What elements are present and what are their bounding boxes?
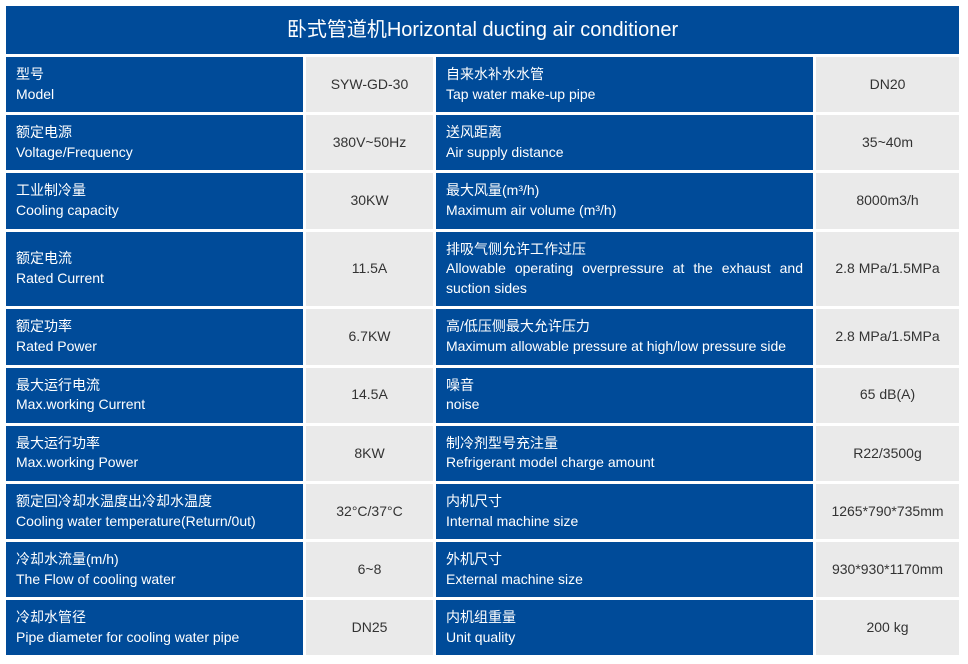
table-row: 工业制冷量 Cooling capacity 30KW 最大风量(m³/h) Maxim…: [6, 173, 962, 231]
label-cn: 工业制冷量: [16, 182, 86, 198]
title-row: 卧式管道机Horizontal ducting air conditioner: [6, 6, 962, 57]
spec-label-left: 冷却水管径 Pipe diameter for cooling water pip…: [6, 600, 306, 658]
spec-value-left: 6~8: [306, 542, 436, 600]
spec-label-right: 内机尺寸 Internal machine size: [436, 484, 816, 542]
label-en: Tap water make-up pipe: [446, 86, 595, 102]
spec-label-left: 型号 Model: [6, 57, 306, 115]
spec-label-left: 额定功率 Rated Power: [6, 309, 306, 367]
label-en: Pipe diameter for cooling water pipe: [16, 629, 239, 645]
label-en: noise: [446, 396, 479, 412]
spec-label-left: 额定电流 Rated Current: [6, 232, 306, 310]
label-cn: 噪音: [446, 377, 474, 393]
spec-value-left: 6.7KW: [306, 309, 436, 367]
label-cn: 内机尺寸: [446, 493, 502, 509]
label-cn: 最大运行功率: [16, 435, 100, 451]
table-row: 额定电源 Voltage/Frequency 380V~50Hz 送风距离 Air su…: [6, 115, 962, 173]
spec-value-left: 14.5A: [306, 368, 436, 426]
label-cn: 额定回冷却水温度出冷却水温度: [16, 493, 212, 509]
label-en: Model: [16, 86, 54, 102]
spec-table: 卧式管道机Horizontal ducting air conditioner …: [6, 6, 962, 658]
spec-value-right: 200 kg: [816, 600, 962, 658]
label-en: Unit quality: [446, 629, 515, 645]
spec-label-right: 排吸气侧允许工作过压 Allowable operating overpress…: [436, 232, 816, 310]
label-cn: 送风距离: [446, 124, 502, 140]
label-cn: 额定功率: [16, 318, 72, 334]
spec-label-right: 送风距离 Air supply distance: [436, 115, 816, 173]
table-row: 额定功率 Rated Power 6.7KW 高/低压侧最大允许压力 Maximum a…: [6, 309, 962, 367]
label-cn: 高/低压侧最大允许压力: [446, 318, 590, 334]
label-cn: 自来水补水水管: [446, 66, 544, 82]
label-en: Max.working Power: [16, 454, 138, 470]
spec-value-left: DN25: [306, 600, 436, 658]
spec-value-right: 65 dB(A): [816, 368, 962, 426]
spec-value-left: 11.5A: [306, 232, 436, 310]
spec-label-left: 额定回冷却水温度出冷却水温度 Cooling water temperature(…: [6, 484, 306, 542]
spec-label-left: 冷却水流量(m/h) The Flow of cooling water: [6, 542, 306, 600]
label-en: Maximum air volume (m³/h): [446, 202, 616, 218]
spec-label-right: 外机尺寸 External machine size: [436, 542, 816, 600]
label-en: Maximum allowable pressure at high/low p…: [446, 338, 786, 354]
spec-value-left: 32°C/37°C: [306, 484, 436, 542]
label-en: Cooling capacity: [16, 202, 119, 218]
table-row: 额定回冷却水温度出冷却水温度 Cooling water temperature(…: [6, 484, 962, 542]
label-en: External machine size: [446, 571, 583, 587]
label-en: Allowable operating overpressure at the …: [446, 260, 803, 296]
label-en: The Flow of cooling water: [16, 571, 176, 587]
label-cn: 制冷剂型号充注量: [446, 435, 558, 451]
label-en: Voltage/Frequency: [16, 144, 133, 160]
spec-value-left: 30KW: [306, 173, 436, 231]
label-en: Internal machine size: [446, 513, 578, 529]
spec-value-right: 35~40m: [816, 115, 962, 173]
label-cn: 最大运行电流: [16, 377, 100, 393]
table-title: 卧式管道机Horizontal ducting air conditioner: [6, 6, 962, 57]
spec-label-left: 工业制冷量 Cooling capacity: [6, 173, 306, 231]
label-en: Rated Current: [16, 270, 104, 286]
spec-value-left: 8KW: [306, 426, 436, 484]
table-row: 型号 Model SYW-GD-30 自来水补水水管 Tap water make-up…: [6, 57, 962, 115]
spec-value-right: 2.8 MPa/1.5MPa: [816, 309, 962, 367]
spec-label-left: 最大运行电流 Max.working Current: [6, 368, 306, 426]
table-row: 额定电流Rated Current11.5A排吸气侧允许工作过压 Allowab…: [6, 232, 962, 310]
label-cn: 额定电流: [16, 250, 72, 266]
label-en: Cooling water temperature(Return/0ut): [16, 513, 256, 529]
label-en: Air supply distance: [446, 144, 564, 160]
spec-value-right: 8000m3/h: [816, 173, 962, 231]
label-cn: 内机组重量: [446, 609, 516, 625]
spec-label-right: 自来水补水水管 Tap water make-up pipe: [436, 57, 816, 115]
label-cn: 外机尺寸: [446, 551, 502, 567]
label-cn: 最大风量(m³/h): [446, 182, 539, 198]
label-cn: 冷却水管径: [16, 609, 86, 625]
spec-value-right: 1265*790*735mm: [816, 484, 962, 542]
spec-label-left: 额定电源 Voltage/Frequency: [6, 115, 306, 173]
label-cn: 额定电源: [16, 124, 72, 140]
spec-value-left: SYW-GD-30: [306, 57, 436, 115]
spec-label-right: 内机组重量 Unit quality: [436, 600, 816, 658]
spec-label-right: 高/低压侧最大允许压力 Maximum allowable pressure at…: [436, 309, 816, 367]
spec-label-left: 最大运行功率 Max.working Power: [6, 426, 306, 484]
label-cn: 型号: [16, 66, 44, 82]
label-en: Rated Power: [16, 338, 97, 354]
spec-value-right: R22/3500g: [816, 426, 962, 484]
spec-label-right: 噪音 noise: [436, 368, 816, 426]
table-row: 冷却水管径 Pipe diameter for cooling water pip…: [6, 600, 962, 658]
spec-value-right: DN20: [816, 57, 962, 115]
spec-label-right: 最大风量(m³/h) Maximum air volume (m³/h): [436, 173, 816, 231]
label-cn: 冷却水流量(m/h): [16, 551, 119, 567]
spec-label-right: 制冷剂型号充注量 Refrigerant model charge amount: [436, 426, 816, 484]
table-row: 最大运行电流 Max.working Current 14.5A 噪音 noise 65 …: [6, 368, 962, 426]
table-row: 冷却水流量(m/h)The Flow of cooling water6~8外机…: [6, 542, 962, 600]
table-row: 最大运行功率 Max.working Power 8KW 制冷剂型号充注量 Refrig…: [6, 426, 962, 484]
spec-value-right: 930*930*1170mm: [816, 542, 962, 600]
label-en: Refrigerant model charge amount: [446, 454, 655, 470]
spec-value-right: 2.8 MPa/1.5MPa: [816, 232, 962, 310]
label-en: Max.working Current: [16, 396, 145, 412]
label-cn: 排吸气侧允许工作过压: [446, 241, 586, 257]
spec-value-left: 380V~50Hz: [306, 115, 436, 173]
